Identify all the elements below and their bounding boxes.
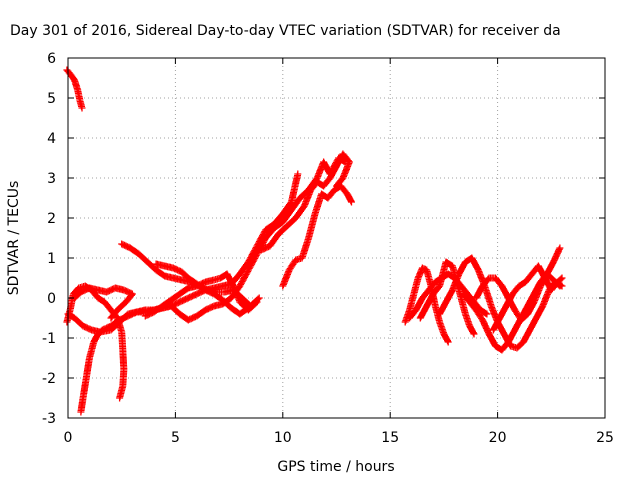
- data-points: [489, 262, 566, 334]
- y-tick-label: 3: [47, 171, 56, 187]
- data-trace: [416, 258, 478, 338]
- data-points: [472, 270, 564, 324]
- y-axis-label: SDTVAR / TECUs: [6, 181, 22, 296]
- y-tick-label: 2: [47, 211, 56, 227]
- data-trace: [436, 254, 566, 352]
- data-trace: [257, 150, 353, 254]
- y-tick-label: -1: [42, 331, 56, 347]
- data-points: [257, 150, 353, 254]
- data-markers: [63, 66, 566, 416]
- y-tick-label: -2: [42, 371, 56, 387]
- y-tick-label: 0: [47, 291, 56, 307]
- data-points: [141, 270, 261, 320]
- data-trace: [63, 66, 86, 112]
- chart-title: Day 301 of 2016, Sidereal Day-to-day VTE…: [10, 23, 561, 39]
- y-tick-label: 4: [47, 131, 56, 147]
- x-tick-label: 25: [596, 430, 614, 446]
- axis-ticks: 0 5 10 15 20 25 -3 -2 -1 0 1 2 3 4 5 6: [42, 51, 614, 446]
- x-tick-label: 5: [171, 430, 180, 446]
- y-tick-label: 1: [47, 251, 56, 267]
- x-tick-label: 15: [381, 430, 399, 446]
- data-points: [279, 182, 355, 290]
- data-trace: [141, 270, 261, 320]
- data-trace: [472, 270, 564, 324]
- data-points: [63, 66, 86, 112]
- data-points: [416, 258, 478, 338]
- y-tick-label: 5: [47, 91, 56, 107]
- plot-frame: [67, 57, 606, 419]
- x-axis-label: GPS time / hours: [277, 459, 394, 475]
- grid-lines: [68, 58, 605, 418]
- data-trace: [489, 262, 566, 334]
- y-tick-label: 6: [47, 51, 56, 67]
- data-points: [70, 284, 136, 322]
- data-trace: [279, 182, 355, 290]
- x-tick-label: 20: [489, 430, 507, 446]
- data-trace: [70, 284, 136, 322]
- data-points: [436, 254, 566, 352]
- y-tick-label: -3: [42, 411, 56, 427]
- x-tick-label: 0: [64, 430, 73, 446]
- x-tick-label: 10: [274, 430, 292, 446]
